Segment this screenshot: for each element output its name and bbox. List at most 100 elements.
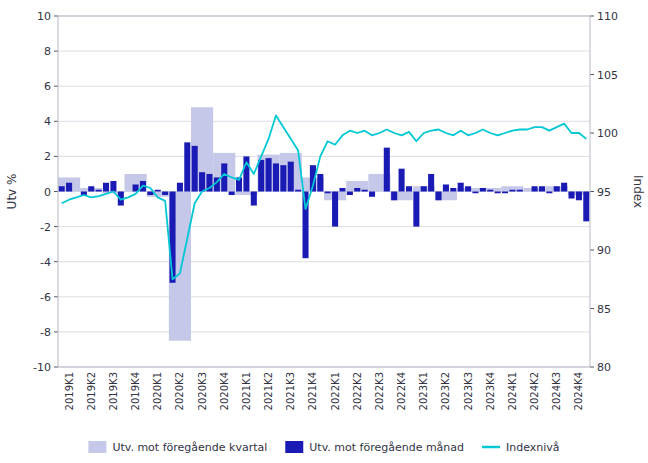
y-tick-label: -10	[33, 361, 51, 374]
bar	[96, 190, 102, 192]
bar	[384, 148, 390, 192]
y-tick-label: 8	[44, 45, 51, 58]
x-tick-label: 2024K2	[529, 372, 540, 410]
chart: -10-8-6-4-20246810808590951001051102019K…	[0, 0, 648, 463]
bar	[487, 190, 493, 192]
bar	[266, 158, 272, 191]
y-tick	[54, 367, 58, 368]
line	[62, 115, 587, 279]
y-tick	[54, 121, 58, 122]
bar	[213, 153, 235, 192]
legend-label: Utv. mot föregående kvartal	[112, 441, 267, 454]
y-tick	[54, 226, 58, 227]
y-tick	[54, 16, 58, 17]
x-tick-label: 2022K3	[374, 372, 385, 410]
x-tick-label: 2019K4	[130, 372, 141, 410]
bar	[125, 174, 147, 192]
bar	[413, 192, 419, 227]
bar	[524, 191, 530, 192]
x-tick-label: 2022K1	[330, 372, 341, 410]
bar	[317, 174, 323, 192]
bar	[576, 192, 582, 201]
x-tick-label: 2024K4	[573, 372, 584, 410]
bar	[546, 192, 552, 194]
grid-line	[58, 86, 590, 87]
plot-frame	[58, 16, 590, 367]
y2-tick	[590, 367, 594, 368]
y-tick-label: -6	[40, 291, 51, 304]
bar	[532, 186, 538, 191]
y-tick-label: 0	[44, 186, 51, 199]
bar	[479, 188, 501, 192]
y2-tick	[590, 191, 594, 192]
y-tick-label: 6	[44, 80, 51, 93]
x-tick-label: 2020K4	[219, 372, 230, 410]
legend: Utv. mot föregående kvartalUtv. mot före…	[88, 441, 559, 454]
bar	[258, 155, 280, 192]
x-tick-label: 2022K2	[352, 372, 363, 410]
bar	[472, 192, 478, 194]
bar	[346, 181, 368, 192]
grid-line	[58, 156, 590, 157]
y2-tick	[590, 74, 594, 75]
bar	[199, 172, 205, 191]
bar	[59, 186, 65, 191]
x-tick-label: 2024K1	[507, 372, 518, 410]
grid-line	[58, 51, 590, 52]
x-tick-label: 2023K3	[463, 372, 474, 410]
y2-tick-label: 100	[597, 127, 618, 140]
bar	[155, 190, 161, 192]
bar	[258, 160, 264, 192]
x-tick-label: 2023K2	[440, 372, 451, 410]
y-tick	[54, 156, 58, 157]
bar	[73, 191, 79, 192]
x-tick-label: 2023K4	[485, 372, 496, 410]
bar	[369, 192, 375, 197]
bar	[273, 163, 279, 191]
y2-tick-label: 105	[597, 69, 618, 82]
y2-tick-label: 80	[597, 361, 611, 374]
bar	[88, 186, 94, 191]
bar	[229, 192, 235, 196]
x-tick-label: 2021K1	[241, 372, 252, 410]
bar	[251, 192, 257, 206]
y2-tick	[590, 16, 594, 17]
legend-swatch	[88, 441, 106, 453]
x-tick-label: 2020K3	[197, 372, 208, 410]
y2-tick	[590, 133, 594, 134]
grid-line	[58, 261, 590, 262]
y-tick	[54, 86, 58, 87]
x-tick-label: 2019K2	[86, 372, 97, 410]
x-tick-label: 2019K1	[64, 372, 75, 410]
y2-tick	[590, 250, 594, 251]
x-tick-label: 2020K2	[174, 372, 185, 410]
bar	[465, 186, 471, 191]
bar	[568, 192, 574, 199]
y-axis-label: Utv %	[5, 174, 19, 210]
y-tick-label: -4	[40, 256, 51, 269]
bar	[428, 174, 434, 192]
bar	[103, 183, 109, 192]
bar	[539, 186, 545, 191]
x-tick-label: 2023K1	[418, 372, 429, 410]
bar	[295, 190, 301, 192]
bar	[66, 183, 72, 192]
bar	[421, 186, 427, 191]
bar	[162, 192, 168, 196]
bar	[435, 192, 441, 201]
bar	[347, 192, 353, 196]
x-tick-label: 2021K2	[263, 372, 274, 410]
y-tick-label: -2	[40, 221, 51, 234]
bar	[391, 192, 397, 201]
bar	[517, 190, 523, 192]
grid	[58, 16, 590, 367]
bar	[325, 192, 331, 194]
bar	[280, 165, 286, 191]
bar	[554, 186, 560, 191]
x-tick-label: 2022K4	[396, 372, 407, 410]
y-tick-label: 4	[44, 115, 51, 128]
y2-tick-label: 90	[597, 244, 611, 257]
bar	[354, 188, 360, 192]
y2-tick-label: 95	[597, 186, 611, 199]
bar	[509, 190, 515, 192]
